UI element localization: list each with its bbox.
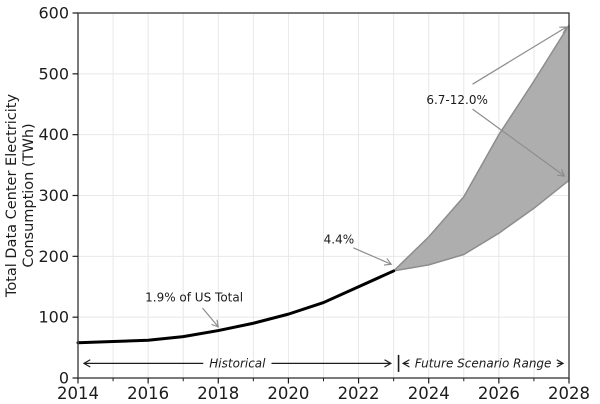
y-tick-label: 200 — [38, 247, 69, 266]
historical-line — [76, 269, 396, 345]
y-tick-label: 500 — [38, 64, 69, 83]
y-tick-label: 0 — [59, 369, 69, 388]
x-tick-label: 2024 — [408, 384, 450, 403]
annotation-pct-2023: 4.4% — [324, 232, 355, 246]
y-axis-label: Total Data Center Electricity — [4, 94, 20, 299]
x-tick-label: 2016 — [127, 384, 169, 403]
y-tick-label: 100 — [38, 308, 69, 327]
annotation-arrow — [202, 307, 220, 328]
future-range-band — [392, 24, 570, 272]
y-axis-label: Consumption (TWh) — [21, 123, 37, 267]
span-label-historical-span: Historical — [209, 356, 266, 370]
annotation-pct-2018: 1.9% of US Total — [145, 291, 243, 305]
annotation-arrow — [472, 108, 566, 177]
y-tick-label: 600 — [38, 4, 69, 23]
x-tick-label: 2018 — [197, 384, 239, 403]
y-tick-label: 400 — [38, 125, 69, 144]
x-tick-label: 2028 — [548, 384, 590, 403]
x-tick-label: 2014 — [57, 384, 99, 403]
annotation-arrow — [472, 26, 568, 85]
annotation-arrow — [353, 247, 393, 266]
annotation-pct-2028: 6.7-12.0% — [426, 93, 488, 107]
span-label-future-span: Future Scenario Range — [415, 356, 552, 370]
x-tick-label: 2022 — [338, 384, 380, 403]
x-tick-label: 2020 — [267, 384, 309, 403]
y-tick-label: 300 — [38, 186, 69, 205]
x-tick-label: 2026 — [478, 384, 520, 403]
